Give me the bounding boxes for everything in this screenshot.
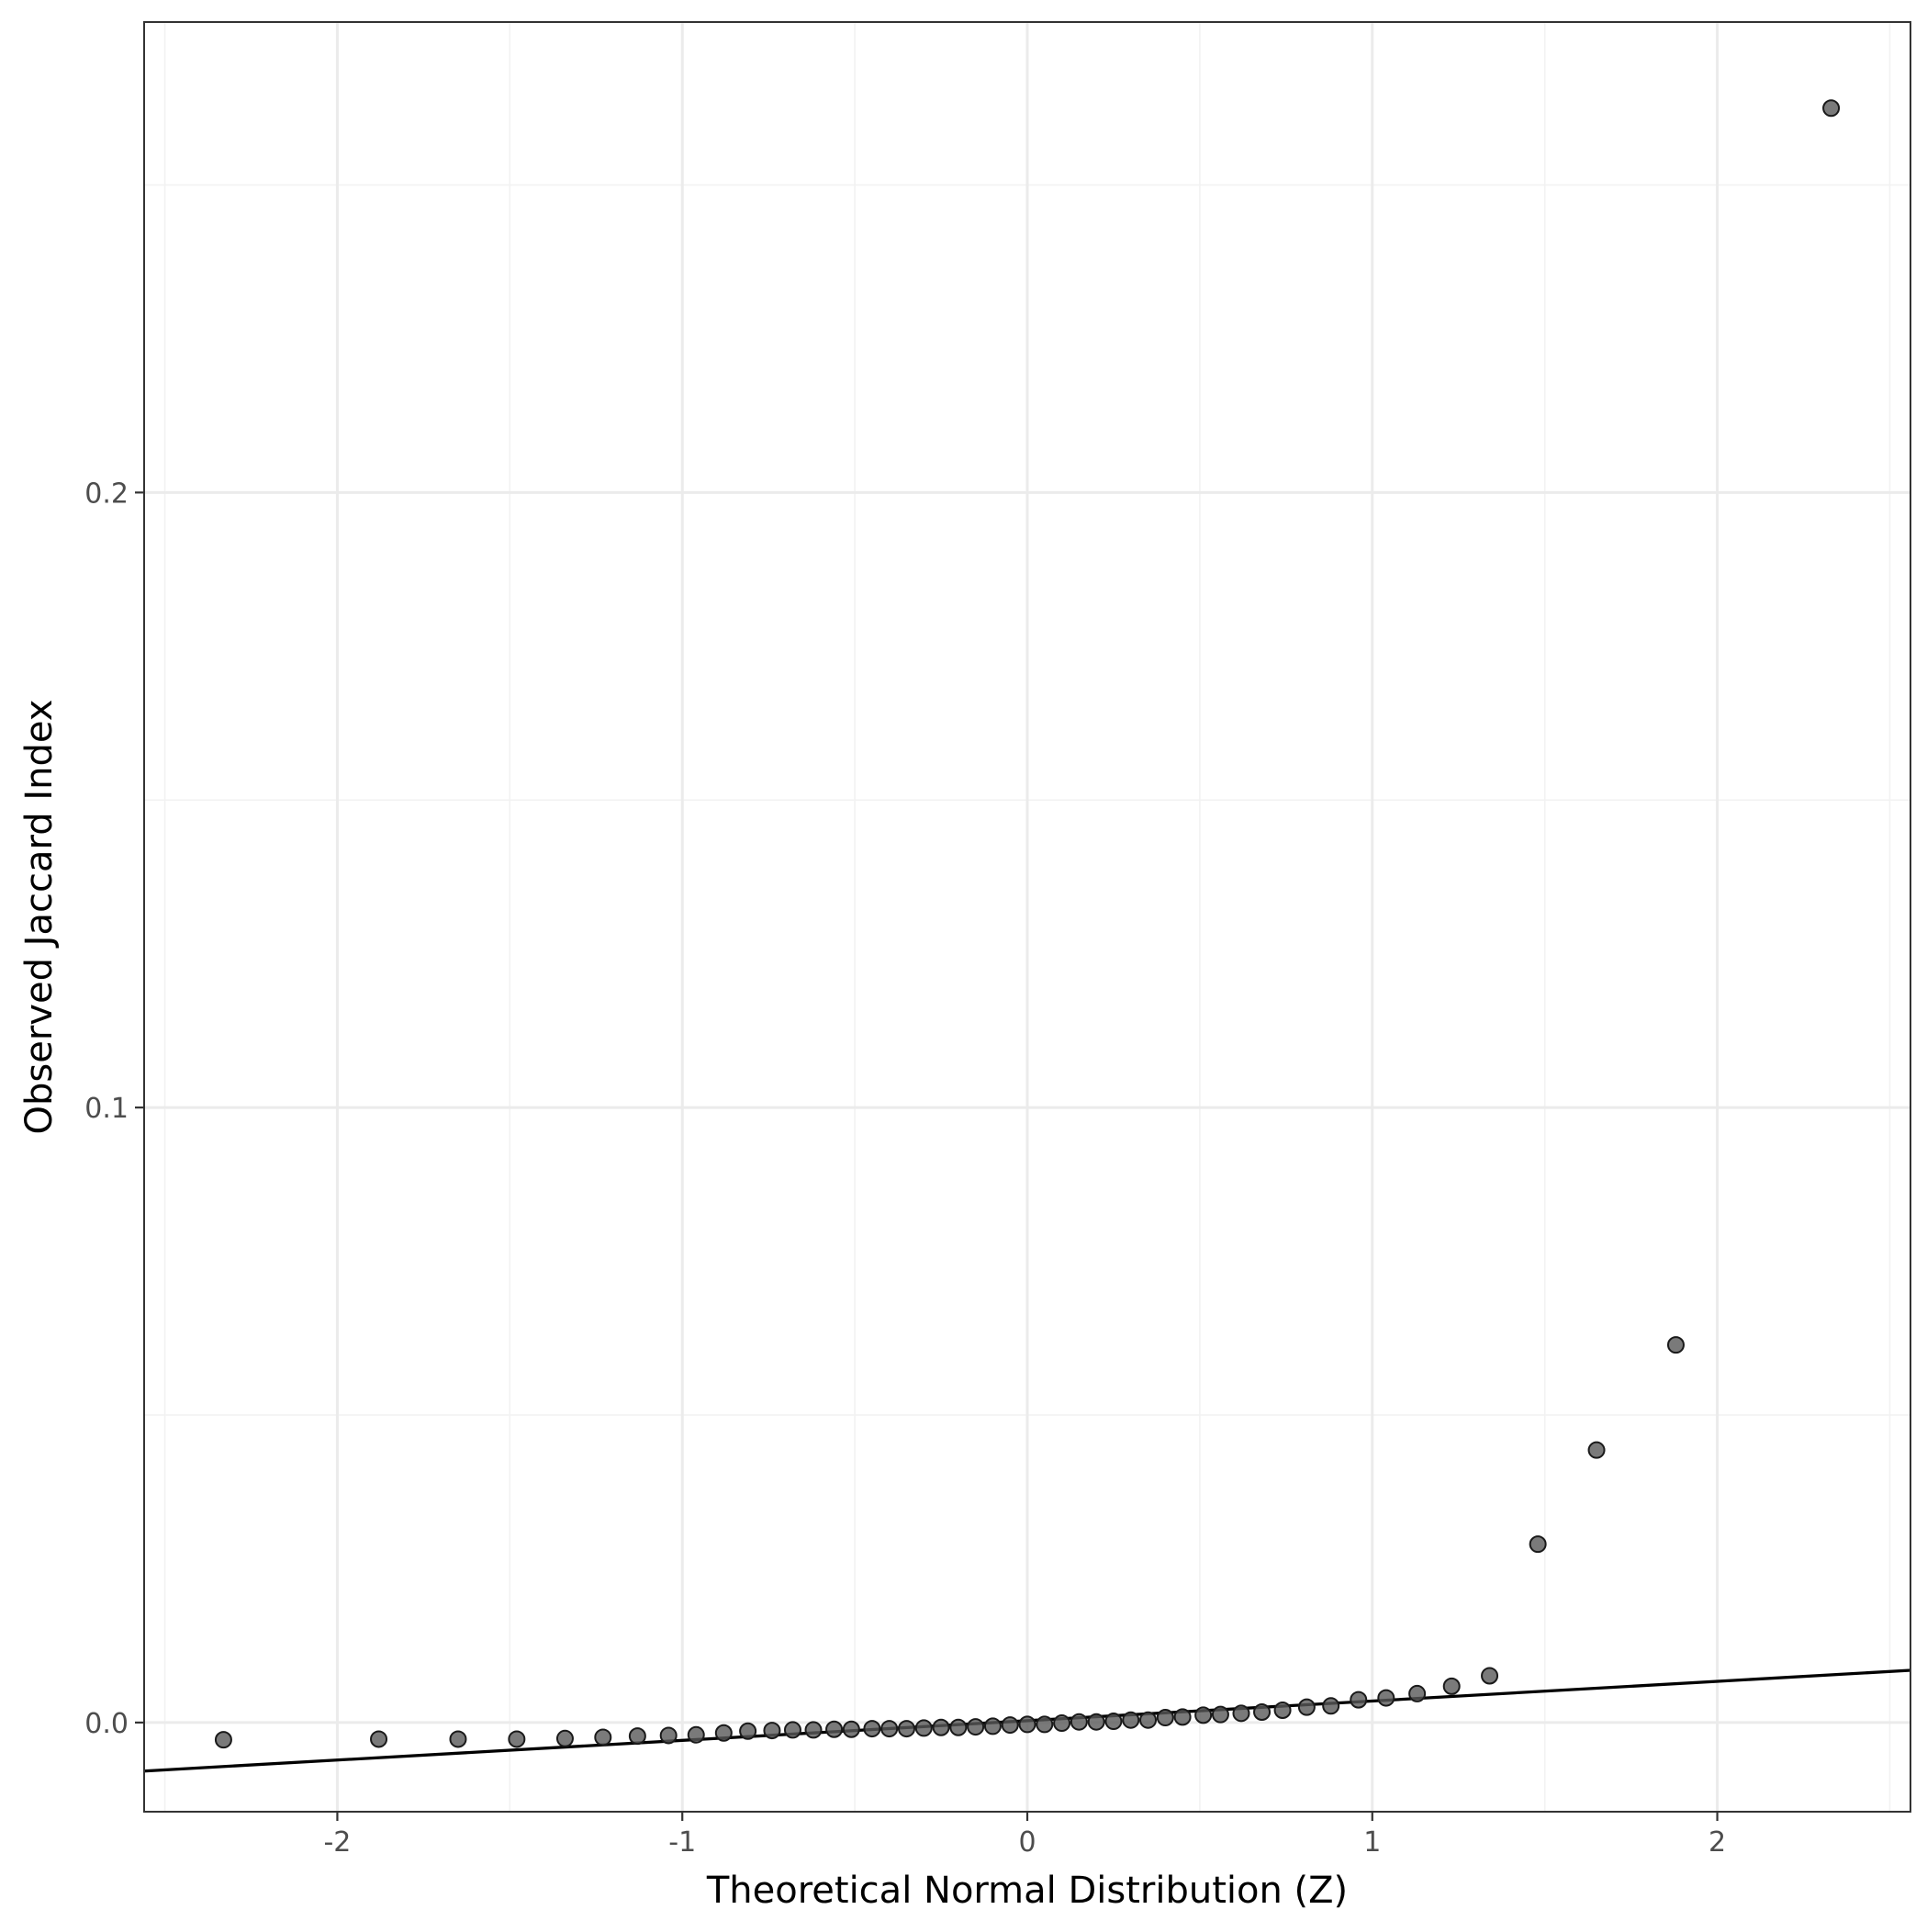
qq-point (739, 1722, 757, 1740)
qq-point (1322, 1697, 1340, 1715)
qq-point (1666, 1336, 1685, 1354)
qq-point (1273, 1701, 1292, 1719)
qq-point (1822, 99, 1841, 118)
qq-point (1211, 1705, 1229, 1724)
qq-points (214, 99, 1841, 1749)
y-tick-label: 0.2 (84, 477, 129, 510)
qq-point (659, 1726, 678, 1745)
qq-point (1070, 1713, 1088, 1731)
qq-point (932, 1718, 950, 1736)
qq-point (1253, 1702, 1272, 1721)
qq-point (1442, 1677, 1461, 1695)
qq-point (214, 1731, 232, 1749)
qq-point (1408, 1684, 1427, 1702)
qq-point (880, 1720, 899, 1738)
qq-point (804, 1721, 823, 1739)
qq-point (1529, 1535, 1547, 1554)
qq-point (983, 1717, 1002, 1735)
y-tick-label: 0.1 (84, 1093, 129, 1125)
qq-point (628, 1727, 646, 1746)
qq-point (783, 1721, 801, 1739)
qq-point (594, 1728, 612, 1747)
y-axis-ticks: 0.0 0.1 0.2 (84, 477, 144, 1740)
qq-point (1053, 1714, 1071, 1733)
qq-point (687, 1725, 705, 1744)
y-tick-label: 0.0 (84, 1708, 129, 1740)
qq-point (897, 1720, 915, 1738)
qq-point (914, 1719, 933, 1737)
x-tick-label: 1 (1363, 1826, 1381, 1859)
major-gridlines (144, 22, 1910, 1812)
qq-point (967, 1718, 985, 1736)
qq-point (1036, 1715, 1054, 1734)
qq-point (842, 1720, 860, 1738)
qq-point (1587, 1441, 1606, 1459)
x-tick-label: -1 (668, 1826, 696, 1859)
qq-point (1018, 1715, 1036, 1734)
x-tick-label: 0 (1018, 1826, 1036, 1859)
x-axis-title: Theoretical Normal Distribution (Z) (706, 1870, 1348, 1912)
qq-point (370, 1730, 388, 1748)
qq-point (1297, 1698, 1316, 1716)
y-axis-title: Observed Jaccard Index (18, 700, 61, 1135)
qq-point (1481, 1667, 1499, 1685)
qq-point (1194, 1706, 1213, 1724)
qq-point (825, 1720, 844, 1738)
x-tick-label: 2 (1709, 1826, 1726, 1859)
qq-point (863, 1720, 881, 1738)
x-tick-label: -2 (323, 1826, 351, 1859)
qq-point (1087, 1713, 1105, 1731)
qq-point (1232, 1704, 1250, 1723)
qq-point (1104, 1713, 1123, 1731)
qq-point (1001, 1716, 1019, 1735)
qq-point (1122, 1711, 1140, 1729)
qq-point (555, 1729, 574, 1747)
qq-point (763, 1722, 781, 1740)
qq-point (949, 1718, 968, 1736)
qq-point (1156, 1709, 1174, 1727)
qq-point (1350, 1690, 1368, 1709)
qq-point (1377, 1689, 1395, 1707)
qq-point (1139, 1711, 1158, 1729)
qq-point (1173, 1708, 1192, 1726)
qq-point (508, 1730, 526, 1748)
x-axis-ticks: -2 -1 0 1 2 (323, 1812, 1726, 1859)
qq-point (714, 1724, 733, 1742)
qq-point (449, 1730, 467, 1748)
